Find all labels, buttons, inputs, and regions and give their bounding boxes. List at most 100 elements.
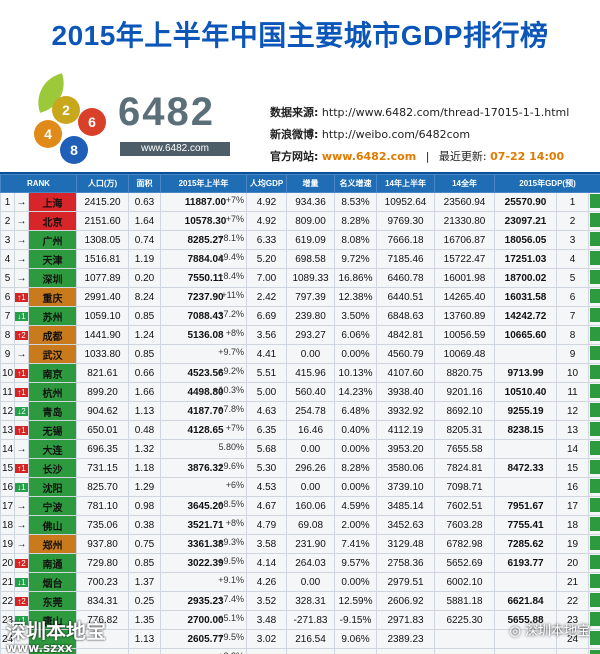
table-row[interactable]: 5 → 深圳 1077.89 0.20 7550.11 +8.4% 7.00 1089.33 16… [0, 268, 600, 288]
city-name[interactable]: 苏州 [27, 306, 78, 326]
city-name[interactable]: 东莞 [27, 591, 78, 611]
city-name[interactable]: 武汉 [27, 344, 78, 364]
city-name[interactable]: 北京 [27, 211, 78, 231]
gdp-growth: +5.1% [218, 613, 245, 623]
col-gdp-per-capita[interactable]: 人均GDP [246, 174, 288, 193]
gdp-growth: +7% [225, 423, 245, 433]
city-name[interactable]: 南京 [27, 363, 78, 383]
city-name[interactable]: 郑州 [27, 534, 78, 554]
gdp-per-capita: 3.68 [246, 648, 288, 654]
rank-change-indicator: → [16, 538, 27, 550]
gdp-per-capita: 4.14 [246, 553, 288, 573]
city-name[interactable] [27, 648, 78, 654]
city-name[interactable]: 烟台 [27, 572, 78, 592]
forecast-2015 [494, 648, 558, 654]
city-name[interactable]: 重庆 [27, 287, 78, 307]
table-row[interactable]: 23 ↓1 唐山 776.82 1.35 2700.00 +5.1% 3.48 -271.83-… [0, 610, 600, 630]
gdp-value: 10578.30 [184, 215, 227, 227]
table-row[interactable]: 22 ↑2 东莞 834.31 0.25 2935.23 +7.4% 3.52 328.31 12… [0, 591, 600, 611]
city-name[interactable]: 唐山 [27, 610, 78, 630]
table-row[interactable]: 18 → 佛山 735.06 0.38 3521.71 +8% 4.79 69.08 2.00% 3… [0, 515, 600, 535]
weibo-link[interactable]: http://weibo.com/6482com [321, 128, 471, 141]
table-row[interactable]: 10 ↑1 南京 821.61 0.66 4523.56 +9.2% 5.51 415.96 10… [0, 363, 600, 383]
col-full-2014[interactable]: 14全年 [434, 174, 496, 193]
table-row[interactable]: 12 ↓2 青岛 904.62 1.13 4187.70 +7.8% 4.63 254.78 6.… [0, 401, 600, 421]
h1-2014: 2758.36 [376, 553, 436, 573]
rank-number: 7 [0, 306, 15, 326]
table-row[interactable]: 8 ↑2 成都 1441.90 1.24 5136.08 +8% 3.56 293.27 6.06… [0, 325, 600, 345]
edge-marker-bar [589, 193, 600, 208]
forecast-2015: 7755.41 [494, 515, 558, 535]
table-row[interactable]: 16 ↓1 沈阳 825.70 1.29 +6% 4.53 0.00 0.00% 3739.10 7… [0, 477, 600, 497]
col-gdp-h1-2015[interactable]: 2015年上半年 [160, 174, 248, 193]
table-row[interactable]: 3 → 广州 1308.05 0.74 8285.27 +8.1% 6.33 619.09 8.0… [0, 230, 600, 250]
table-row[interactable]: 250.82+8.8%3.680.000.00%2600.015770.6025 [0, 648, 600, 654]
table-row[interactable]: 17 → 宁波 781.10 0.98 3645.20 +8.5% 4.67 160.06 4.5… [0, 496, 600, 516]
site-link[interactable]: www.6482.com [321, 150, 417, 163]
gdp-growth: +8.5% [218, 499, 245, 509]
area: 1.19 [128, 249, 162, 269]
separator: | [425, 150, 430, 163]
increment: 296.26 [286, 458, 336, 478]
h1-2014: 3129.48 [376, 534, 436, 554]
rank-change: ↑1 [14, 382, 29, 402]
city-name[interactable]: 杭州 [27, 382, 78, 402]
city-name[interactable]: 大连 [27, 439, 78, 459]
table-row[interactable]: 13 ↑1 无锡 650.01 0.48 4128.65 +7% 6.35 16.46 0.40%… [0, 420, 600, 440]
city-name[interactable]: 沈阳 [27, 477, 78, 497]
city-name[interactable]: 青岛 [27, 401, 78, 421]
col-rank[interactable]: RANK [0, 174, 78, 193]
table-row[interactable]: 19 → 郑州 937.80 0.75 3361.38 +9.3% 3.58 231.90 7.4… [0, 534, 600, 554]
source-link[interactable]: http://www.6482.com/thread-17015-1-1.htm… [321, 106, 570, 119]
table-row[interactable]: 15 ↑1 长沙 731.15 1.18 3876.32 +9.6% 5.30 296.26 8.… [0, 458, 600, 478]
col-h1-2014[interactable]: 14年上半年 [376, 174, 436, 193]
col-increment[interactable]: 增量 [286, 174, 336, 193]
forecast-2015: 10510.40 [494, 382, 558, 402]
edge-marker-bar [589, 649, 600, 654]
gdp-h1-2015: 3022.39 +9.5% [160, 553, 248, 573]
rank-change: → [14, 268, 29, 288]
table-row[interactable]: 2 → 北京 2151.60 1.64 10578.30 +7% 4.92 809.00 8.28… [0, 211, 600, 231]
col-population[interactable]: 人口(万) [76, 174, 130, 193]
h1-2014: 3938.40 [376, 382, 436, 402]
city-name[interactable]: 上海 [27, 192, 78, 212]
rank-number: 2 [0, 211, 15, 231]
table-row[interactable]: 6 ↑1 重庆 2991.40 8.24 7237.90 +11% 2.42 797.39 12.… [0, 287, 600, 307]
full-2014: 10056.59 [434, 325, 496, 345]
table-row[interactable]: 14 → 大连 696.35 1.32 5.80% 5.68 0.00 0.00% 3953.20… [0, 439, 600, 459]
city-name[interactable]: 深圳 [27, 268, 78, 288]
col-nominal-rate[interactable]: 名义增速 [334, 174, 378, 193]
col-area[interactable]: 面积 [128, 174, 162, 193]
table-row[interactable]: 11 ↑1 杭州 899.20 1.66 4498.80 +10.3% 5.00 560.40 1… [0, 382, 600, 402]
city-name[interactable]: 宁波 [27, 496, 78, 516]
population: 834.31 [76, 591, 130, 611]
city-name[interactable]: 长沙 [27, 458, 78, 478]
rank-change: → [14, 211, 29, 231]
table-row[interactable]: 1 → 上海 2415.20 0.63 11887.00 +7% 4.92 934.36 8.53… [0, 192, 600, 212]
gdp-value: 3521.71 [187, 519, 224, 531]
table-row[interactable]: 4 → 天津 1516.81 1.19 7884.04 +9.4% 5.20 698.58 9.7… [0, 249, 600, 269]
city-name[interactable]: 广州 [27, 230, 78, 250]
rank-number-right: 17 [556, 496, 590, 516]
table-row[interactable]: 24 1.13 2605.77 +9.5% 3.02 216.54 9.06% 2389.23… [0, 629, 600, 649]
area: 1.13 [128, 401, 162, 421]
info-weibo: 新浪微博: http://weibo.com/6482com [270, 126, 470, 142]
gdp-value: 7550.11 [187, 272, 224, 284]
h1-2014: 4107.60 [376, 363, 436, 383]
city-name[interactable]: 天津 [27, 249, 78, 269]
table-row[interactable]: 21 ↓1 烟台 700.23 1.37 +9.1% 4.26 0.00 0.00% 2979.5… [0, 572, 600, 592]
gdp-h1-2015: 3521.71 +8% [160, 515, 248, 535]
city-name[interactable]: 成都 [27, 325, 78, 345]
col-forecast-2015[interactable]: 2015年GDP(预) [494, 174, 600, 193]
city-name[interactable]: 佛山 [27, 515, 78, 535]
forecast-2015: 18056.05 [494, 230, 558, 250]
population: 1077.89 [76, 268, 130, 288]
table-row[interactable]: 20 ↑2 南通 729.80 0.85 3022.39 +9.5% 4.14 264.03 9.… [0, 553, 600, 573]
table-row[interactable]: 9 → 武汉 1033.80 0.85 +9.7% 4.41 0.00 0.00% 4560.79… [0, 344, 600, 364]
area: 1.66 [128, 382, 162, 402]
city-name[interactable]: 无锡 [27, 420, 78, 440]
city-name[interactable]: 南通 [27, 553, 78, 573]
rank-number-right: 23 [556, 610, 590, 630]
edge-marker-bar [589, 421, 600, 436]
table-row[interactable]: 7 ↓1 苏州 1059.10 0.85 7088.43 +7.2% 6.69 239.80 3.… [0, 306, 600, 326]
